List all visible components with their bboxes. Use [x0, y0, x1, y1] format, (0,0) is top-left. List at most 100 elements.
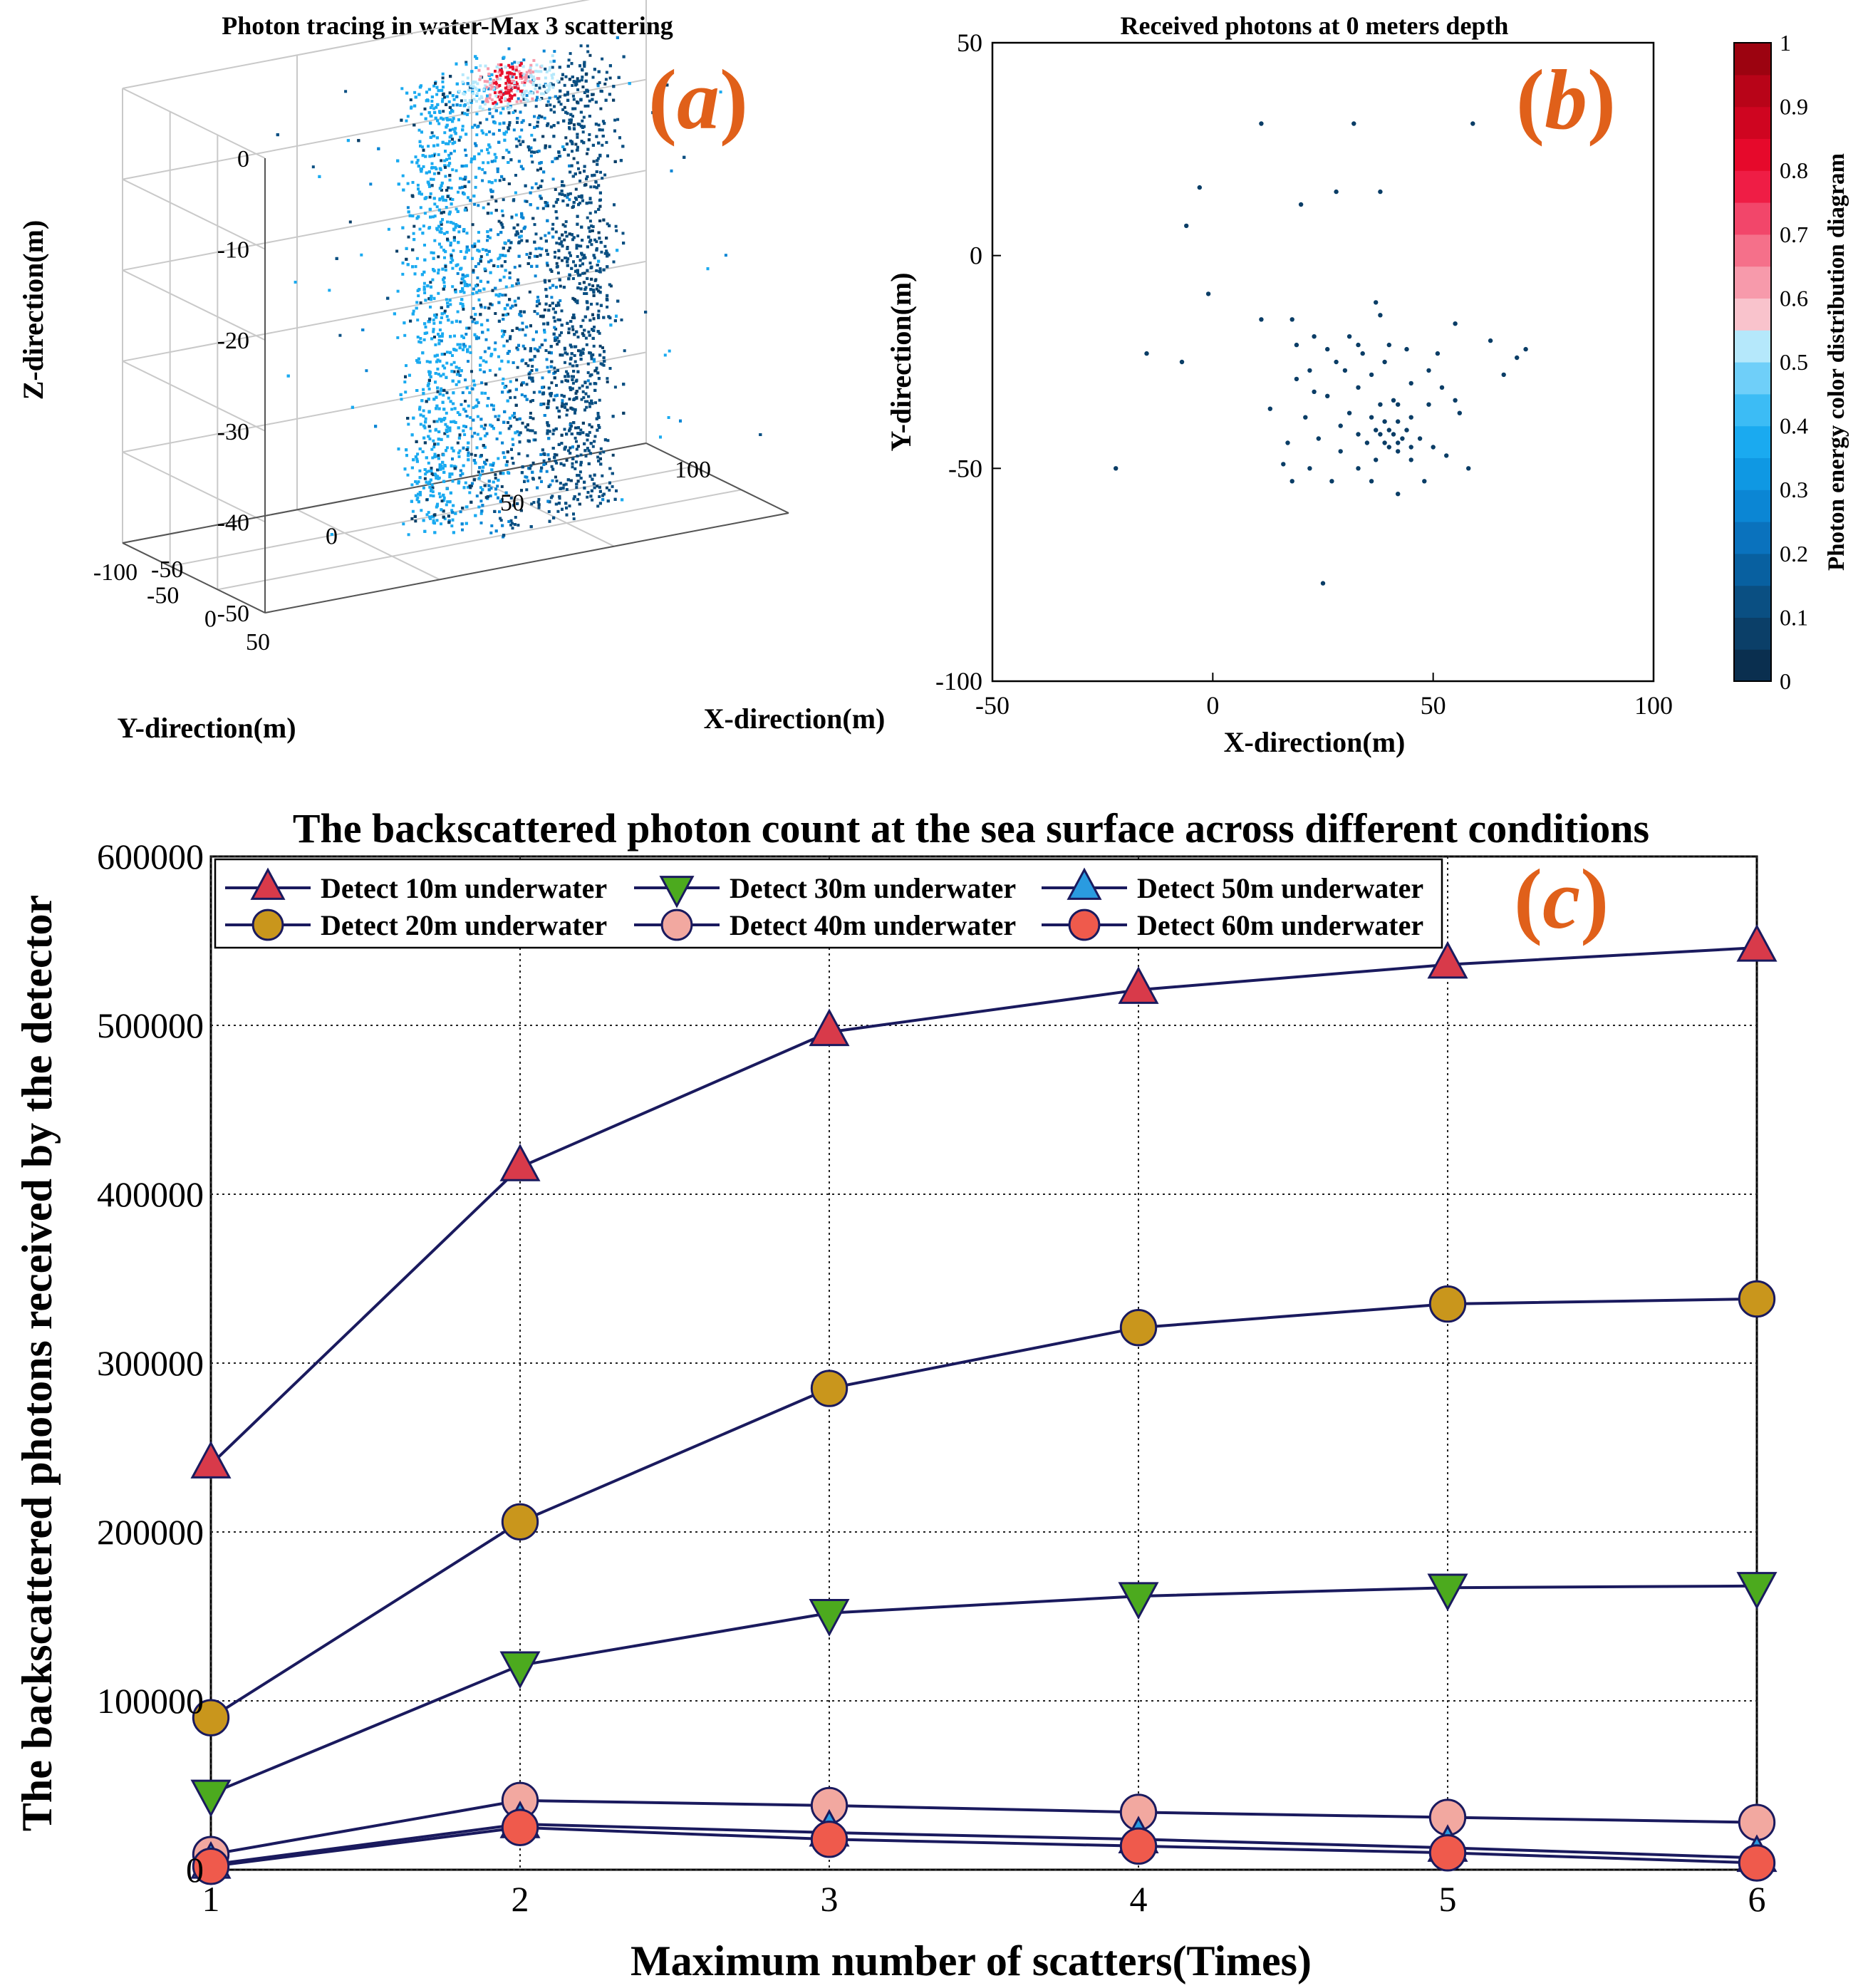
panel-a-photon-point — [430, 184, 434, 187]
panel-a-photon-point — [502, 333, 505, 336]
panel-a-photon-point — [406, 182, 410, 185]
panel-a-photon-point — [592, 482, 596, 486]
panel-a-photon-point — [442, 278, 445, 281]
panel-a-axis-edge — [645, 442, 789, 514]
panel-a-photon-point — [438, 466, 442, 470]
panel-a-photon-point — [454, 290, 457, 294]
panel-a-photon-point — [598, 128, 601, 132]
panel-a-photon-point — [555, 304, 558, 307]
panel-a-photon-point — [598, 331, 601, 335]
panel-a-photon-point — [511, 438, 514, 441]
panel-a-photon-point — [586, 447, 589, 450]
panel-a-photon-point — [465, 415, 469, 418]
panel-a-photon-point — [430, 131, 434, 135]
panel-a-photon-point — [472, 406, 475, 410]
panel-a-photon-point — [554, 188, 557, 191]
panel-a-photon-point — [540, 115, 544, 119]
panel-a-photon-point — [452, 361, 456, 364]
panel-a-photon-point — [448, 429, 452, 433]
panel-a-photon-point — [586, 379, 590, 383]
panel-a-photon-point — [581, 319, 585, 322]
panel-a-photon-point — [542, 459, 546, 462]
panel-a-photon-point — [574, 83, 577, 87]
panel-a-grid-line — [122, 351, 647, 453]
panel-a-photon-point — [560, 190, 564, 193]
panel-a-photon-point — [448, 128, 452, 132]
panel-a-photon-point — [583, 292, 586, 295]
panel-a-photon-point — [483, 267, 487, 271]
panel-a-photon-point — [559, 353, 562, 357]
panel-a-photon-point — [543, 279, 546, 282]
panel-a-photon-point — [453, 130, 457, 133]
panel-a-photon-point — [460, 165, 464, 168]
panel-a-photon-point — [521, 328, 524, 331]
panel-a-photon-point — [536, 95, 539, 99]
panel-a-photon-point — [451, 266, 455, 270]
panel-a-photon-point — [565, 413, 569, 417]
panel-a-photon-point — [489, 487, 493, 490]
panel-a-photon-point — [504, 294, 507, 297]
panel-a-photon-point — [541, 135, 545, 138]
panel-a-photon-point — [465, 113, 469, 116]
panel-a-photon-point — [487, 488, 491, 492]
panel-a-photon-point — [590, 243, 593, 247]
panel-a-photon-point — [472, 195, 476, 198]
panel-a-photon-point — [452, 402, 455, 405]
panel-a-photon-point — [576, 214, 579, 218]
panel-a-photon-point — [575, 247, 578, 250]
panel-a-photon-point — [420, 399, 424, 403]
panel-a-photon-point — [561, 108, 565, 111]
panel-a-photon-point — [598, 291, 602, 294]
panel-a-photon-point — [497, 219, 501, 223]
panel-a-photon-point — [602, 316, 606, 319]
panel-a-grid-line — [122, 451, 266, 523]
panel-a-photon-point — [519, 509, 523, 512]
panel-a-photon-point — [428, 207, 432, 211]
panel-a-photon-point — [571, 387, 574, 390]
panel-a-photon-point — [566, 195, 569, 199]
panel-a-photon-point — [427, 470, 430, 473]
panel-a-photon-point — [448, 299, 452, 302]
panel-a-photon-point — [445, 411, 448, 415]
panel-a-photon-point — [502, 247, 505, 250]
panel-a-photon-point — [550, 269, 554, 273]
panel-a-photon-point — [484, 462, 487, 466]
panel-a-photon-point — [484, 249, 488, 252]
panel-a-photon-point — [521, 344, 525, 348]
panel-a-photon-point — [418, 405, 422, 409]
panel-a-photon-point — [494, 156, 498, 160]
panel-a-photon-point — [474, 144, 478, 147]
panel-a-photon-point — [401, 272, 405, 276]
panel-a-photon-point — [495, 102, 499, 105]
panel-a-photon-point — [606, 305, 609, 309]
panel-a-photon-point — [438, 328, 442, 331]
panel-a-photon-point — [561, 487, 565, 490]
panel-a-photon-point — [442, 373, 445, 376]
panel-a-photon-point — [516, 120, 519, 124]
panel-a-photon-point — [561, 402, 564, 405]
panel-a-photon-point — [583, 328, 586, 332]
panel-a-photon-point — [467, 451, 470, 455]
panel-a-photon-point — [501, 254, 504, 257]
panel-a-photon-point — [360, 253, 363, 257]
panel-a-photon-point — [451, 142, 455, 145]
panel-a-photon-point — [432, 328, 435, 331]
panel-a-photon-point — [418, 491, 422, 494]
panel-a-photon-point — [586, 245, 589, 249]
panel-a-photon-point — [527, 372, 531, 376]
panel-a-photon-point — [435, 313, 438, 316]
panel-a-photon-point — [519, 110, 522, 114]
panel-a-photon-point — [536, 500, 540, 504]
panel-a-photon-point — [443, 232, 446, 235]
panel-a-photon-point — [429, 298, 432, 301]
panel-a-photon-point — [515, 346, 519, 350]
panel-a-photon-point — [427, 425, 431, 428]
panel-a-photon-point — [538, 114, 541, 118]
panel-a-photon-point — [432, 455, 436, 459]
panel-a-photon-point — [594, 278, 598, 281]
panel-a-photon-point — [436, 119, 440, 123]
panel-a-photon-point — [425, 400, 428, 403]
panel-a-photon-point — [576, 234, 580, 238]
panel-a-photon-point — [483, 484, 487, 487]
panel-a-photon-point — [427, 111, 431, 115]
